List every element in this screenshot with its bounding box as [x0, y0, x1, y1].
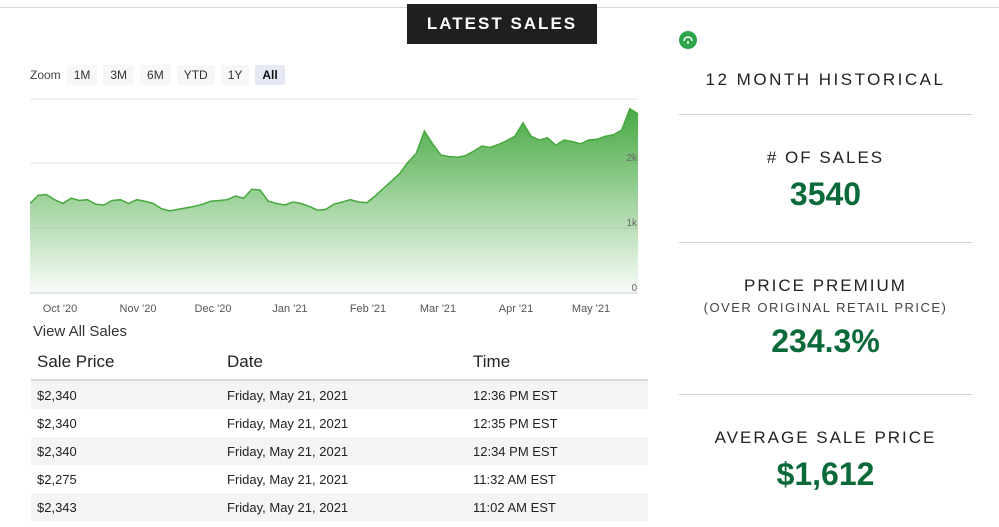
- cell-sale-price: $2,340: [37, 387, 77, 403]
- table-row: $2,340 Friday, May 21, 2021 12:36 PM EST: [31, 381, 648, 409]
- table-row: $2,275 Friday, May 21, 2021 11:32 AM EST: [31, 465, 648, 493]
- x-tick-label: Mar '21: [420, 303, 456, 315]
- view-all-sales-link[interactable]: View All Sales: [33, 323, 127, 340]
- cell-time: 11:32 AM EST: [473, 471, 556, 487]
- series-line: [30, 107, 639, 212]
- cell-time: 12:35 PM EST: [473, 415, 558, 431]
- header-date[interactable]: Date: [227, 352, 263, 371]
- cell-date: Friday, May 21, 2021: [227, 499, 349, 515]
- sales-chart[interactable]: 2k 1k 0 Oct '20 Nov '20 Dec '20 Jan '21 …: [30, 96, 640, 318]
- zoom-all-button[interactable]: All: [255, 65, 285, 85]
- x-tick-label: Dec '20: [195, 303, 232, 315]
- price-premium-stat: PRICE PREMIUM (OVER ORIGINAL RETAIL PRIC…: [679, 276, 972, 360]
- y-tick-label: 2k: [626, 153, 638, 164]
- average-sale-value: $1,612: [776, 456, 875, 492]
- y-tick-label: 1k: [626, 218, 638, 229]
- zoom-ytd-button[interactable]: YTD: [176, 65, 215, 85]
- cell-sale-price: $2,275: [37, 471, 77, 487]
- header-sale-price[interactable]: Sale Price: [37, 352, 115, 371]
- price-premium-sublabel: (OVER ORIGINAL RETAIL PRICE): [703, 300, 948, 315]
- x-tick-label: Nov '20: [120, 303, 157, 315]
- x-tick-label: Oct '20: [43, 303, 78, 315]
- zoom-3m-button[interactable]: 3M: [103, 65, 135, 85]
- table-header: Sale Price Date Time: [31, 345, 648, 381]
- price-premium-label: PRICE PREMIUM: [744, 276, 907, 295]
- latest-sales-tab[interactable]: LATEST SALES: [407, 4, 597, 44]
- sales-table: Sale Price Date Time $2,340 Friday, May …: [31, 345, 648, 521]
- area-fill: [30, 108, 638, 293]
- zoom-label: Zoom: [30, 68, 61, 82]
- x-tick-label: Feb '21: [350, 303, 386, 315]
- average-sale-stat: AVERAGE SALE PRICE $1,612: [679, 428, 972, 493]
- cell-date: Friday, May 21, 2021: [227, 471, 349, 487]
- cell-date: Friday, May 21, 2021: [227, 443, 349, 459]
- historical-title: 12 MONTH HISTORICAL: [705, 70, 946, 89]
- cell-time: 12:36 PM EST: [473, 387, 558, 403]
- cell-time: 11:02 AM EST: [473, 499, 556, 515]
- zoom-6m-button[interactable]: 6M: [140, 65, 171, 85]
- num-sales-stat: # OF SALES 3540: [679, 148, 972, 213]
- num-sales-value: 3540: [789, 176, 862, 212]
- divider: [679, 242, 972, 243]
- cell-time: 12:34 PM EST: [473, 443, 558, 459]
- header-time[interactable]: Time: [473, 352, 511, 371]
- x-tick-label: May '21: [572, 303, 610, 315]
- table-row: $2,340 Friday, May 21, 2021 12:34 PM EST: [31, 437, 648, 465]
- x-tick-label: Apr '21: [499, 303, 534, 315]
- divider: [679, 114, 972, 115]
- price-premium-value: 234.3%: [771, 323, 880, 359]
- cell-date: Friday, May 21, 2021: [227, 387, 349, 403]
- zoom-1y-button[interactable]: 1Y: [220, 65, 250, 85]
- cell-sale-price: $2,340: [37, 415, 77, 431]
- zoom-controls: Zoom 1M 3M 6M YTD 1Y All: [30, 64, 291, 86]
- cell-date: Friday, May 21, 2021: [227, 415, 349, 431]
- table-row: $2,343 Friday, May 21, 2021 11:02 AM EST: [31, 493, 648, 521]
- y-tick-label: 0: [631, 283, 637, 294]
- table-row: $2,340 Friday, May 21, 2021 12:35 PM EST: [31, 409, 648, 437]
- history-icon[interactable]: [679, 31, 697, 49]
- cell-sale-price: $2,343: [37, 499, 77, 515]
- divider: [679, 394, 972, 395]
- x-tick-label: Jan '21: [272, 303, 307, 315]
- average-sale-label: AVERAGE SALE PRICE: [714, 428, 937, 447]
- sales-chart-svg: 2k 1k 0 Oct '20 Nov '20 Dec '20 Jan '21 …: [30, 98, 639, 315]
- table-body: $2,340 Friday, May 21, 2021 12:36 PM EST…: [31, 381, 648, 521]
- historical-section: 12 MONTH HISTORICAL: [679, 70, 972, 90]
- cell-sale-price: $2,340: [37, 443, 77, 459]
- history-icon-glyph: [683, 36, 693, 44]
- zoom-1m-button[interactable]: 1M: [66, 65, 98, 85]
- num-sales-label: # OF SALES: [766, 148, 885, 167]
